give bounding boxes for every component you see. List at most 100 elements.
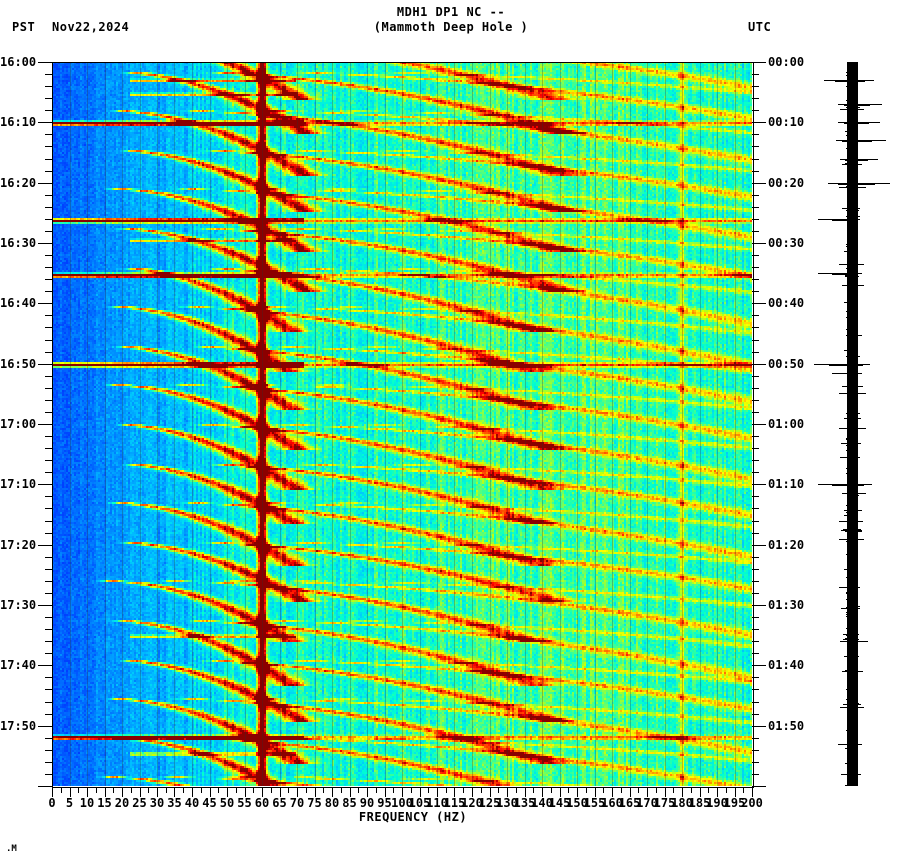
frequency-tick-major (70, 787, 71, 797)
time-tick-minor (45, 267, 52, 268)
time-tick-minor (45, 159, 52, 160)
time-tick-minor (45, 207, 52, 208)
frequency-axis-label: 135 (513, 796, 536, 810)
timezone-label-right: UTC (748, 20, 772, 34)
time-tick-major (38, 605, 52, 606)
frequency-tick-major (315, 787, 316, 797)
frequency-tick-minor (568, 787, 569, 793)
seismogram-trace-panel[interactable] (812, 62, 898, 786)
time-tick-minor (45, 74, 52, 75)
time-tick-major (752, 424, 766, 425)
time-tick-minor (752, 750, 759, 751)
time-tick-major (38, 726, 52, 727)
time-tick-minor (752, 436, 759, 437)
time-tick-minor (45, 738, 52, 739)
frequency-tick-major (437, 787, 438, 797)
time-tick-minor (752, 557, 759, 558)
time-tick-minor (45, 714, 52, 715)
frequency-tick-major (227, 787, 228, 797)
time-tick-major (38, 183, 52, 184)
time-tick-minor (45, 436, 52, 437)
time-tick-minor (752, 98, 759, 99)
frequency-axis-label: 110 (426, 796, 448, 810)
frequency-tick-minor (166, 787, 167, 793)
time-tick-minor (45, 617, 52, 618)
time-tick-minor (752, 255, 759, 256)
frequency-axis-title-text: FREQUENCY (HZ) (358, 810, 468, 824)
frequency-tick-minor (428, 787, 429, 793)
time-tick-minor (45, 219, 52, 220)
time-tick-minor (45, 581, 52, 582)
time-axis-label: 00:10 (768, 115, 805, 129)
frequency-axis-label: 195 (723, 796, 746, 810)
frequency-tick-major (367, 787, 368, 797)
time-tick-minor (45, 255, 52, 256)
frequency-axis-label: 50 (219, 796, 235, 810)
frequency-axis-label: 95 (377, 796, 392, 810)
time-axis-label: 17:10 (0, 477, 37, 491)
time-axis-label: 01:10 (768, 477, 805, 491)
time-tick-major (38, 545, 52, 546)
time-tick-major (752, 545, 766, 546)
time-axis-label: 17:30 (0, 598, 37, 612)
frequency-tick-minor (708, 787, 709, 793)
frequency-tick-major (630, 787, 631, 797)
time-tick-minor (45, 195, 52, 196)
time-tick-minor (752, 702, 759, 703)
time-tick-minor (45, 774, 52, 775)
time-tick-minor (752, 340, 759, 341)
time-tick-minor (45, 376, 52, 377)
time-tick-minor (45, 508, 52, 509)
time-tick-minor (752, 400, 759, 401)
frequency-tick-major (700, 787, 701, 797)
time-tick-minor (752, 641, 759, 642)
time-axis-label: 00:30 (768, 236, 805, 250)
frequency-tick-minor (463, 787, 464, 793)
time-tick-major (752, 364, 766, 365)
spectrogram-plot[interactable] (52, 62, 752, 786)
frequency-tick-minor (341, 787, 342, 793)
frequency-axis-label: 55 (237, 796, 252, 810)
time-tick-major (38, 122, 52, 123)
frequency-tick-major (350, 787, 351, 797)
spectrogram-image[interactable] (52, 62, 752, 786)
time-tick-major (38, 424, 52, 425)
time-tick-minor (45, 569, 52, 570)
time-tick-minor (752, 569, 759, 570)
time-axis-utc-ticks (752, 62, 766, 787)
time-tick-major (752, 605, 766, 606)
frequency-axis-label: 5 (65, 796, 74, 810)
frequency-tick-major (385, 787, 386, 797)
time-tick-minor (752, 207, 759, 208)
time-tick-minor (752, 352, 759, 353)
frequency-axis-label: 160 (601, 796, 623, 810)
time-tick-minor (752, 714, 759, 715)
corner-mark: .M (6, 844, 17, 854)
time-tick-minor (752, 86, 759, 87)
time-tick-major (752, 243, 766, 244)
time-axis-label: 00:00 (768, 55, 805, 69)
frequency-tick-major (192, 787, 193, 797)
time-axis-label: 16:40 (0, 296, 37, 310)
time-tick-minor (752, 219, 759, 220)
time-tick-minor (752, 774, 759, 775)
frequency-tick-major (560, 787, 561, 797)
time-axis-label: 00:20 (768, 176, 805, 190)
frequency-tick-minor (113, 787, 114, 793)
time-tick-minor (45, 750, 52, 751)
time-tick-minor (45, 231, 52, 232)
time-tick-minor (752, 460, 759, 461)
time-tick-minor (752, 677, 759, 678)
frequency-tick-minor (376, 787, 377, 793)
frequency-axis-label: 140 (531, 796, 553, 810)
time-axis-label: 01:00 (768, 417, 805, 431)
frequency-axis-label: 80 (324, 796, 340, 810)
time-tick-minor (752, 171, 759, 172)
time-tick-minor (752, 376, 759, 377)
frequency-tick-major (682, 787, 683, 797)
frequency-tick-minor (691, 787, 692, 793)
time-tick-minor (752, 593, 759, 594)
time-tick-minor (45, 327, 52, 328)
frequency-tick-major (490, 787, 491, 797)
time-tick-minor (752, 110, 759, 111)
